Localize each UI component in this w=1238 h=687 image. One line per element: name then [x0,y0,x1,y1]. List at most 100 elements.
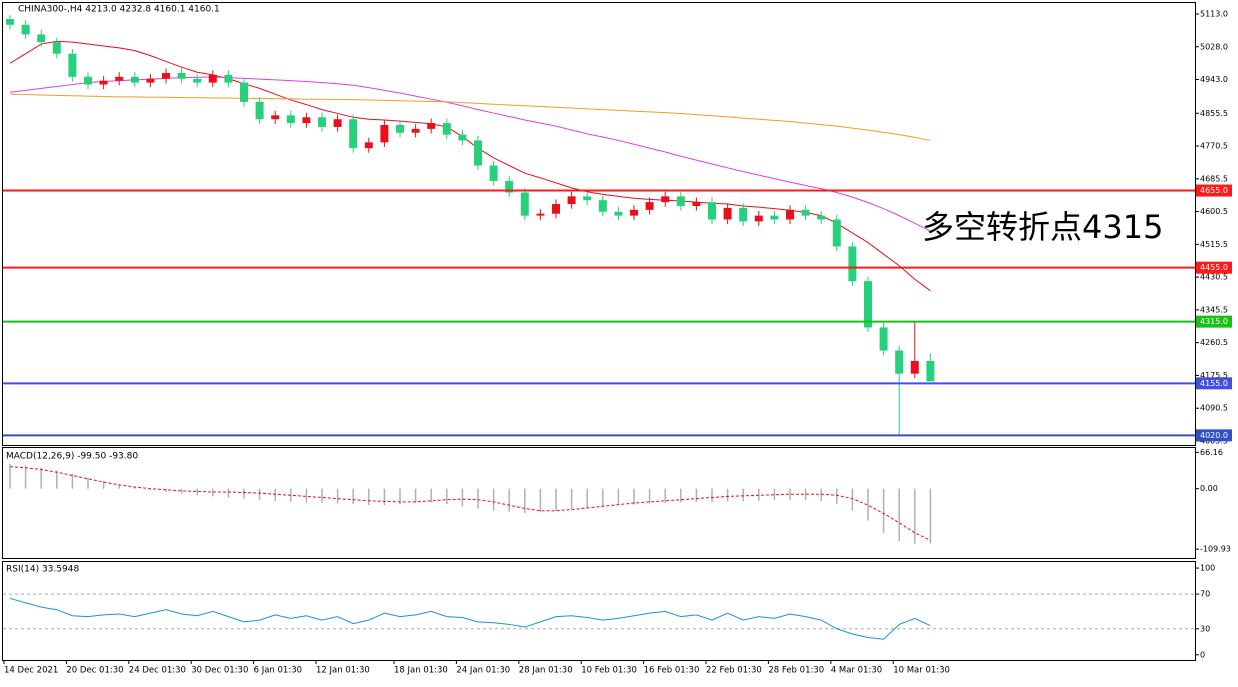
macd-panel [2,447,1196,559]
y-tick-label: 30 [1200,624,1210,633]
candle-body [224,74,233,83]
y-tick-label: 66.16 [1200,448,1223,457]
candle-body [770,215,779,220]
x-tick-label: 6 Jan 01:30 [254,666,302,676]
candle-body [396,125,404,133]
candle-body [692,202,701,206]
chart-title: CHINA300-,H4 4213.0 4232.8 4160.1 4160.1 [18,5,220,15]
level-label: 4155.0 [1200,379,1228,388]
x-tick-label: 14 Dec 2021 [4,666,58,676]
candle-body [489,165,498,181]
candle-body [926,360,935,382]
level-label: 4020.0 [1200,431,1228,440]
rsi-line [9,597,931,640]
candle-body [302,117,311,124]
candle-body [817,215,826,220]
candle-body [505,180,514,193]
candle-body [146,78,155,83]
candle-body [536,213,545,216]
candle-body [552,204,560,214]
candle-body [177,72,186,79]
candle-body [598,200,607,212]
level-label: 4655.0 [1200,186,1228,195]
candle-body [240,82,248,102]
candle-body [708,202,716,220]
candle-body [630,209,638,216]
candle-body [474,140,482,166]
candle-body [645,202,654,210]
y-tick-label: -109.93 [1200,545,1231,554]
candle-body [583,196,592,201]
y-tick-label: 5113.0 [1200,9,1228,18]
candle-body [6,18,14,25]
candle-body [84,76,92,85]
rsi-title: RSI(14) 33.5948 [6,565,79,575]
x-tick-label: 30 Dec 01:30 [191,666,248,676]
y-tick-label: 0.00 [1200,484,1218,493]
candle-body [255,101,264,120]
candle-body [271,115,280,120]
y-tick-label: 4943.0 [1200,75,1228,84]
candle-body [723,207,732,220]
candle-body [21,24,30,35]
x-tick-label: 20 Dec 01:30 [66,666,123,676]
y-tick-label: 4600.5 [1200,207,1228,216]
candle-body [910,360,919,374]
x-tick-label: 18 Jan 01:30 [394,666,448,676]
y-tick-label: 4345.5 [1200,305,1228,314]
moving-average [9,93,931,141]
x-tick-label: 22 Feb 01:30 [706,666,762,676]
level-label-box [1196,261,1232,274]
candle-body [832,219,841,247]
candle-body [754,215,763,222]
annotation: 多空转折点4315 [922,208,1163,246]
x-tick-label: 16 Feb 01:30 [644,666,700,676]
candle-body [442,123,451,135]
candle-body [427,123,436,129]
candle-body [162,72,170,79]
candle-body [349,119,358,149]
y-tick-label: 4260.5 [1200,338,1228,347]
level-label-box [1196,377,1232,390]
candle-body [661,196,670,203]
x-tick-label: 4 Mar 01:30 [831,666,882,676]
moving-average [9,40,931,292]
candle-body [318,117,326,127]
candle-body [739,207,748,222]
main-panel [2,2,1196,446]
y-tick-label: 70 [1200,590,1210,599]
candle-body [614,211,623,216]
level-label: 4315.0 [1200,317,1228,326]
x-tick-label: 12 Jan 01:30 [316,666,370,676]
candle-body [333,119,342,127]
candle-body [801,209,810,216]
candle-body [193,78,202,83]
x-tick-label: 28 Jan 01:30 [519,666,573,676]
candle-body [411,128,420,133]
x-tick-label: 24 Dec 01:30 [129,666,186,676]
y-tick-label: 4685.5 [1200,174,1228,183]
y-tick-label: 4515.5 [1200,240,1228,249]
candle-body [364,142,373,149]
candle-body [786,209,794,220]
candle-body [848,246,857,282]
x-tick-label: 24 Jan 01:30 [456,666,510,676]
candle-body [895,350,904,374]
macd-title: MACD(12,26,9) -99.50 -93.80 [6,452,138,462]
x-tick-label: 28 Feb 01:30 [768,666,824,676]
rsi-panel [2,561,1196,661]
candle-body [458,134,467,141]
candle-body [52,42,61,54]
candle-body [380,125,389,143]
macd-signal-line [9,466,931,541]
y-tick-label: 4175.5 [1200,371,1228,380]
candle-body [567,196,576,205]
candle-body [520,192,529,216]
candle-body [99,80,108,85]
y-tick-label: 4770.5 [1200,142,1228,151]
level-label-box [1196,429,1232,442]
candle-body [68,53,77,77]
candle-body [879,327,888,351]
